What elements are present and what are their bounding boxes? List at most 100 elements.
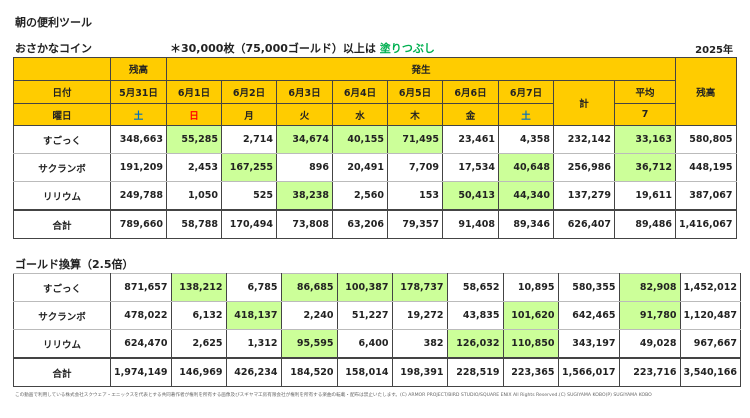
cell: 33,163 <box>614 125 676 154</box>
year-label: 2025年 <box>695 45 733 56</box>
header-dow: 土 <box>110 103 167 126</box>
cell: 89,346 <box>498 209 554 239</box>
header-dow: 木 <box>387 103 443 126</box>
gold-table: すごっく 871,657 138,212 6,785 86,685 100,38… <box>13 273 741 387</box>
table-row: サクランボ 191,209 2,453 167,255 896 20,491 7… <box>13 153 737 182</box>
cell: 19,272 <box>391 301 448 330</box>
cell: 348,663 <box>110 125 167 154</box>
cell: 89,486 <box>614 209 676 239</box>
cell: 91,780 <box>618 301 681 330</box>
cell: 626,407 <box>553 209 615 239</box>
cell: 7,709 <box>387 153 443 182</box>
cell: 448,195 <box>675 153 737 182</box>
cell: 138,212 <box>170 273 227 302</box>
cell: 167,255 <box>221 153 277 182</box>
header-dow: 月 <box>221 103 277 126</box>
cell: 896 <box>276 153 333 182</box>
cell: 38,238 <box>276 181 333 211</box>
row-label: サクランボ <box>13 153 111 182</box>
cell: 1,566,017 <box>557 357 620 387</box>
cell: 6,132 <box>170 301 227 330</box>
cell: 137,279 <box>553 181 615 211</box>
cell: 580,805 <box>675 125 737 154</box>
cell: 153 <box>387 181 443 211</box>
row-label: すごっく <box>13 273 111 302</box>
cell: 158,014 <box>336 357 393 387</box>
header-average-days: 7 <box>614 103 676 126</box>
cell: 525 <box>221 181 277 211</box>
cell: 1,312 <box>225 329 282 359</box>
cell: 79,357 <box>387 209 443 239</box>
cell: 2,625 <box>170 329 227 359</box>
cell: 2,714 <box>221 125 277 154</box>
table-row: サクランボ 478,022 6,132 418,137 2,240 51,227… <box>13 301 741 330</box>
row-label: 合計 <box>13 209 111 239</box>
table-row: すごっく 871,657 138,212 6,785 86,685 100,38… <box>13 273 741 302</box>
cell: 44,340 <box>498 181 554 211</box>
cell: 146,969 <box>170 357 227 387</box>
header-dow-label: 曜日 <box>13 103 111 126</box>
cell: 178,737 <box>391 273 448 302</box>
cell: 58,788 <box>166 209 222 239</box>
cell: 170,494 <box>221 209 277 239</box>
cell: 256,986 <box>553 153 615 182</box>
cell: 6,785 <box>225 273 282 302</box>
header-date: 6月6日 <box>442 80 499 104</box>
cell: 63,206 <box>332 209 388 239</box>
cell: 23,461 <box>442 125 499 154</box>
row-label: リリウム <box>13 181 111 211</box>
header-date: 6月7日 <box>498 80 554 104</box>
coin-section-title: おさかなコイン <box>15 42 92 55</box>
cell: 19,611 <box>614 181 676 211</box>
cell: 387,067 <box>675 181 737 211</box>
cell: 184,520 <box>280 357 338 387</box>
cell: 34,674 <box>276 125 333 154</box>
cell: 2,240 <box>280 301 338 330</box>
header-average: 平均 <box>614 80 676 104</box>
cell: 382 <box>391 329 448 359</box>
cell: 17,534 <box>442 153 499 182</box>
cell: 58,652 <box>446 273 504 302</box>
cell: 95,595 <box>280 329 338 359</box>
header-occurrence: 発生 <box>166 57 676 81</box>
cell: 1,120,487 <box>679 301 741 330</box>
row-label: サクランボ <box>13 301 111 330</box>
cell: 73,808 <box>276 209 333 239</box>
cell: 51,227 <box>336 301 393 330</box>
cell: 91,408 <box>442 209 499 239</box>
cell: 223,716 <box>618 357 681 387</box>
cell: 3,540,166 <box>679 357 741 387</box>
cell: 4,358 <box>498 125 554 154</box>
row-label: リリウム <box>13 329 111 359</box>
cell: 580,355 <box>557 273 620 302</box>
row-label: 合計 <box>13 357 111 387</box>
cell: 198,391 <box>391 357 448 387</box>
header-date: 6月5日 <box>387 80 443 104</box>
row-label: すごっく <box>13 125 111 154</box>
header-balance-end: 残高 <box>675 57 737 126</box>
header-date-label: 日付 <box>13 80 111 104</box>
cell: 20,491 <box>332 153 388 182</box>
header-dow: 金 <box>442 103 499 126</box>
threshold-note-highlight: 塗りつぶし <box>379 42 435 55</box>
gold-section-title: ゴールド換算（2.5倍） <box>15 258 134 271</box>
header-date: 5月31日 <box>110 80 167 104</box>
cell: 1,974,149 <box>110 357 172 387</box>
cell: 871,657 <box>110 273 172 302</box>
table-row: リリウム 249,788 1,050 525 38,238 2,560 153 … <box>13 181 737 211</box>
cell: 55,285 <box>166 125 222 154</box>
header-dow: 水 <box>332 103 388 126</box>
header-date: 6月1日 <box>166 80 222 104</box>
cell: 40,648 <box>498 153 554 182</box>
header-dow: 日 <box>166 103 222 126</box>
header-row-top: 残高 発生 残高 <box>13 57 737 126</box>
cell: 86,685 <box>280 273 338 302</box>
header-date: 6月3日 <box>276 80 333 104</box>
cell: 426,234 <box>225 357 282 387</box>
cell: 1,452,012 <box>679 273 741 302</box>
cell: 789,660 <box>110 209 167 239</box>
threshold-note-text: ＊30,000枚（75,000ゴールド）以上は <box>170 42 376 55</box>
cell: 49,028 <box>618 329 681 359</box>
header-dow: 火 <box>276 103 333 126</box>
cell: 40,155 <box>332 125 388 154</box>
